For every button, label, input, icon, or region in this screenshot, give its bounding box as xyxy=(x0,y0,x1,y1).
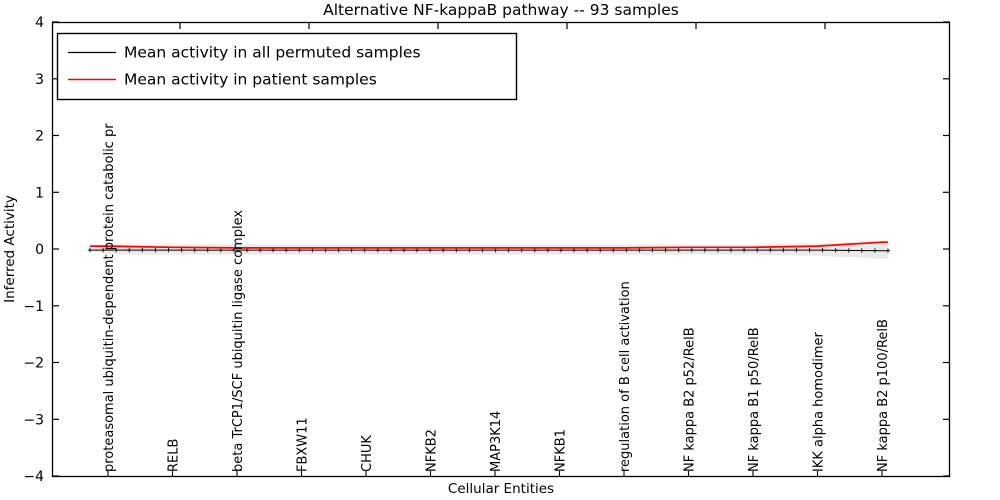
series-permuted-markers xyxy=(87,247,891,253)
x-tick-label: MAP3K14 xyxy=(489,411,504,472)
plot-area: 4 3 2 1 0 −1 −2 −3 −4 proteasomal ubiquitin-depen… xyxy=(23,15,950,485)
legend-label-patient: Mean activity in patient samples xyxy=(124,71,377,89)
series-patient-line xyxy=(90,241,888,249)
y-tick-label: 0 xyxy=(35,242,44,258)
x-tick-label: proteasomal ubiquitin-dependent protein … xyxy=(102,123,117,472)
y-tick-label: 1 xyxy=(35,185,44,201)
y-tick-label: −2 xyxy=(23,356,44,372)
x-tick-label: NF kappa B2 p100/RelB xyxy=(876,319,891,472)
x-tick-label: RELB xyxy=(167,439,182,472)
x-tick-label: NF kappa B2 p52/RelB xyxy=(683,327,698,472)
x-tick-label: IKK alpha homodimer xyxy=(812,331,827,472)
y-tick-label: 4 xyxy=(35,15,44,31)
y-tick-label: −4 xyxy=(23,469,44,485)
y-axis-label: Inferred Activity xyxy=(2,195,18,303)
confidence-band xyxy=(90,240,888,259)
y-tick-label: 2 xyxy=(35,129,44,145)
x-tick-label: regulation of B cell activation xyxy=(618,281,633,472)
legend-label-permuted: Mean activity in all permuted samples xyxy=(124,44,421,62)
y-tick-label: 3 xyxy=(35,72,44,88)
x-tick-label: beta TrCP1/SCF ubiquitin ligase complex xyxy=(231,210,246,472)
y-tick-label: −3 xyxy=(23,412,44,428)
x-tick-label: FBXW11 xyxy=(296,417,311,472)
legend: Mean activity in all permuted samples Me… xyxy=(56,32,518,101)
plot-border xyxy=(51,21,951,478)
x-tick-label: CHUK xyxy=(360,435,375,472)
plot-title: Alternative NF-kappaB pathway -- 93 samp… xyxy=(323,1,679,19)
x-tick-label: NF kappa B1 p50/RelB xyxy=(747,327,762,472)
x-tick-label: NFKB1 xyxy=(554,429,569,472)
x-axis-label: Cellular Entities xyxy=(448,481,554,497)
legend-box xyxy=(56,32,518,101)
x-tick-label: NFKB2 xyxy=(425,429,440,472)
y-tick-label: −1 xyxy=(23,299,44,315)
